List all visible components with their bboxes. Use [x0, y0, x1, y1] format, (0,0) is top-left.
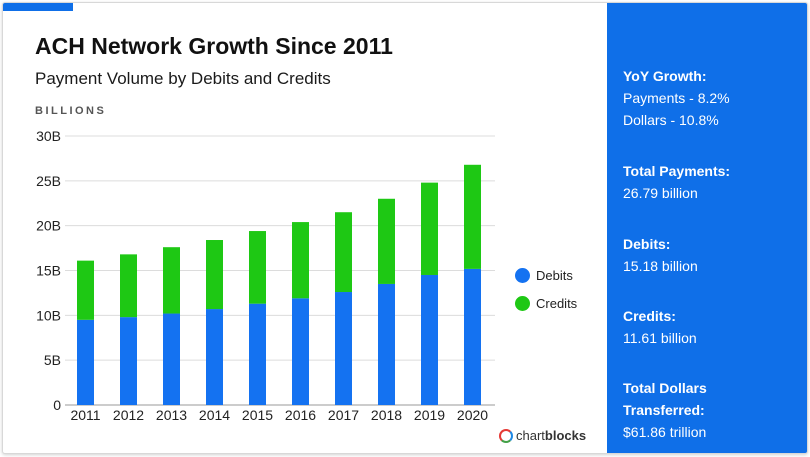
bar-debits-2011[interactable]	[77, 319, 94, 405]
bar-credits-2012[interactable]	[120, 254, 137, 318]
stat-heading: Debits:	[623, 236, 671, 252]
stat-value: 15.18 billion	[623, 258, 698, 274]
bar-credits-2011[interactable]	[77, 260, 94, 320]
stat-value: 11.61 billion	[623, 330, 697, 346]
chart-title: ACH Network Growth Since 2011	[35, 33, 393, 59]
bar-credits-2014[interactable]	[206, 240, 223, 310]
stat-total-payments: Total Payments: 26.79 billion	[623, 160, 803, 204]
x-tick-label: 2012	[113, 407, 144, 423]
x-tick-label: 2015	[242, 407, 273, 423]
accent-bar	[3, 3, 73, 11]
bar-debits-2012[interactable]	[120, 317, 137, 405]
x-tick-label: 2016	[285, 407, 316, 423]
stat-credits: Credits: 11.61 billion	[623, 305, 803, 349]
x-tick-label: 2017	[328, 407, 359, 423]
bar-credits-2015[interactable]	[249, 231, 266, 304]
stat-value: Dollars - 10.8%	[623, 112, 719, 128]
bar-credits-2017[interactable]	[335, 212, 352, 293]
y-tick-label: 25B	[36, 173, 61, 189]
bar-debits-2016[interactable]	[292, 298, 309, 405]
y-tick-label: 15B	[36, 263, 61, 279]
stat-value: $61.86 trillion	[623, 424, 707, 440]
debits-swatch-icon	[515, 267, 530, 283]
bar-debits-2018[interactable]	[378, 283, 395, 405]
bar-debits-2015[interactable]	[249, 303, 266, 405]
y-tick-label: 0	[53, 397, 61, 413]
bar-credits-2013[interactable]	[163, 247, 180, 314]
stat-heading: Total Payments:	[623, 163, 731, 179]
y-tick-label: 20B	[36, 218, 61, 234]
x-tick-label: 2018	[371, 407, 402, 423]
chart-subtitle: Payment Volume by Debits and Credits	[35, 69, 331, 88]
stat-yoy-growth: YoY Growth: Payments - 8.2% Dollars - 10…	[623, 65, 803, 131]
stats-sidebar: YoY Growth: Payments - 8.2% Dollars - 10…	[607, 3, 807, 453]
chartblocks-icon	[499, 428, 513, 443]
bar-debits-2013[interactable]	[163, 313, 180, 405]
x-tick-label: 2011	[70, 407, 100, 423]
stat-heading: Total Dollars Transferred:	[623, 380, 707, 418]
legend-label-credits: Credits	[536, 295, 578, 311]
bar-credits-2016[interactable]	[292, 222, 309, 299]
x-tick-label: 2013	[156, 407, 187, 423]
stat-heading: YoY Growth:	[623, 68, 707, 84]
x-tick-label: 2019	[414, 407, 445, 423]
chartblocks-logo[interactable]: chart blocks	[499, 428, 586, 443]
bar-credits-2019[interactable]	[421, 182, 438, 275]
y-axis-units-label: BILLIONS	[35, 105, 107, 117]
stacked-bar-chart: 0 5B 10B 15B 20B 25B 30B 2011 2012 2013 2014 2015 20…	[36, 128, 495, 423]
legend-item-credits[interactable]: Credits	[515, 289, 577, 317]
stat-debits: Debits: 15.18 billion	[623, 233, 803, 277]
brand-bold: blocks	[544, 428, 587, 443]
stat-heading: Credits:	[623, 308, 676, 324]
x-tick-label: 2020	[457, 407, 488, 423]
legend-label-debits: Debits	[536, 267, 573, 283]
stat-value: Payments - 8.2%	[623, 90, 730, 106]
bar-debits-2019[interactable]	[421, 274, 438, 405]
brand-prefix: chart	[516, 428, 545, 443]
bar-credits-2018[interactable]	[378, 198, 395, 284]
legend-item-debits[interactable]: Debits	[515, 261, 577, 289]
y-tick-label: 10B	[36, 307, 61, 323]
y-tick-label: 5B	[44, 352, 61, 368]
y-tick-label: 30B	[36, 128, 61, 144]
credits-swatch-icon	[515, 295, 530, 311]
stat-value: 26.79 billion	[623, 185, 698, 201]
stat-total-dollars: Total Dollars Transferred: $61.86 trilli…	[623, 377, 753, 443]
bar-debits-2020[interactable]	[464, 268, 481, 405]
legend: Debits Credits	[515, 261, 577, 317]
bar-debits-2017[interactable]	[335, 292, 352, 405]
bar-credits-2020[interactable]	[464, 164, 481, 269]
x-tick-label: 2014	[199, 407, 230, 423]
bar-debits-2014[interactable]	[206, 309, 223, 405]
